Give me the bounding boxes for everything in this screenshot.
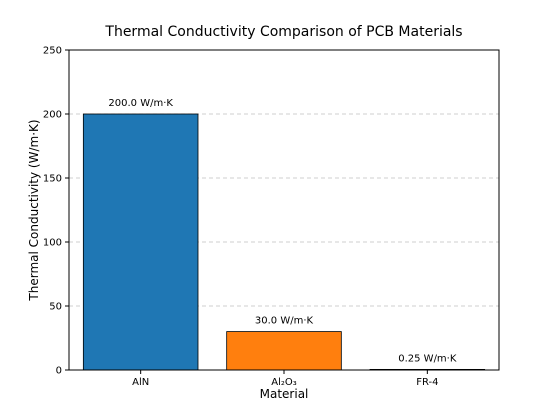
y-tick-label: 250	[43, 46, 62, 57]
y-tick-label: 100	[43, 238, 62, 249]
x-tick-label: Al₂O₃	[271, 377, 297, 388]
x-tick-label: AlN	[132, 377, 149, 388]
y-tick-label: 150	[43, 174, 62, 185]
x-axis-ticks: AlN Al₂O₃ FR-4	[132, 370, 438, 388]
x-tick-label: FR-4	[416, 377, 438, 388]
y-axis-ticks: 0 50 100 150 200 250	[43, 46, 69, 377]
y-axis-label: Thermal Conductivity (W/m·K)	[27, 119, 41, 301]
bar-value-label: 0.25 W/m·K	[398, 354, 457, 365]
x-axis-label: Material	[260, 387, 309, 401]
bars	[82, 113, 486, 371]
bar	[226, 331, 342, 371]
bar-value-label: 200.0 W/m·K	[108, 98, 173, 109]
y-tick-label: 0	[56, 366, 62, 377]
y-tick-label: 200	[43, 110, 62, 121]
chart-title: Thermal Conductivity Comparison of PCB M…	[104, 24, 462, 40]
y-tick-label: 50	[49, 302, 62, 313]
bar	[82, 113, 199, 371]
data-labels: 200.0 W/m·K 30.0 W/m·K 0.25 W/m·K	[108, 98, 456, 365]
bar-value-label: 30.0 W/m·K	[255, 316, 314, 327]
